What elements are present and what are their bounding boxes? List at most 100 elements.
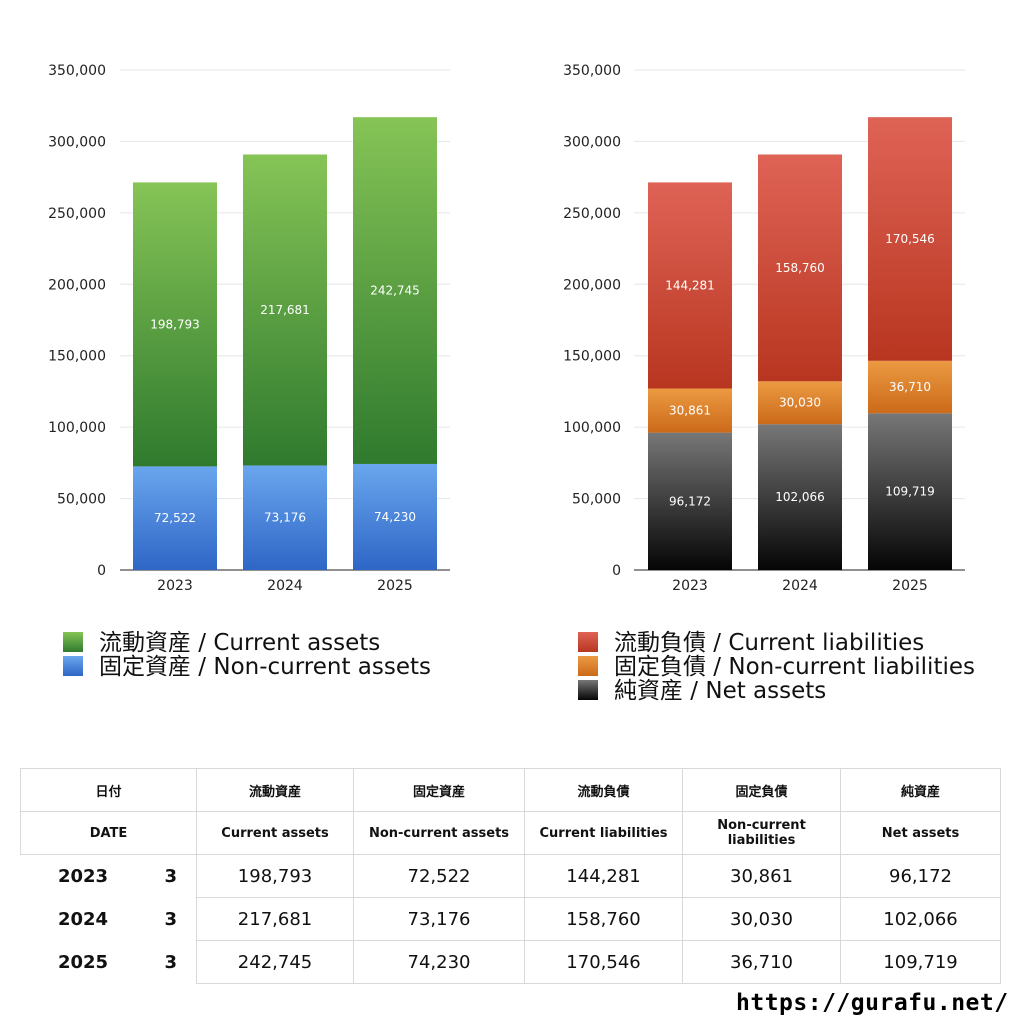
row-month: 3: [164, 951, 178, 973]
bar-segment: [243, 154, 327, 466]
bar-data-label: 36,710: [889, 380, 931, 394]
y-tick-label: 300,000: [48, 134, 106, 150]
y-tick-label: 300,000: [563, 134, 621, 150]
y-tick-label: 50,000: [57, 492, 106, 508]
header-noncurrent-liabilities-jp: 固定負債: [682, 768, 842, 812]
y-tick-label: 0: [97, 563, 106, 579]
y-tick-label: 250,000: [48, 206, 106, 222]
bar-segment: [353, 463, 437, 570]
legend-swatch: [578, 656, 598, 676]
y-tick-label: 200,000: [563, 277, 621, 293]
bar-data-label: 158,760: [775, 261, 825, 275]
liabilities-chart: 0 50,000 100,000 150,000 200,000 250,000 300,0…: [563, 63, 975, 704]
legend-label: 固定資産 / Non-current assets: [99, 654, 431, 680]
legend-swatch: [578, 632, 598, 652]
x-tick-label: 2025: [892, 578, 928, 594]
bar-segment: [868, 413, 952, 570]
cell-net-assets: 109,719: [840, 940, 1002, 984]
legend-swatch: [63, 632, 83, 652]
bar-data-label: 102,066: [775, 490, 825, 504]
header-current-assets-jp: 流動資産: [196, 768, 355, 812]
y-tick-label: 200,000: [48, 277, 106, 293]
x-tick-label: 2025: [377, 578, 413, 594]
y-tick-label: 0: [612, 563, 621, 579]
bar-segment: [758, 154, 842, 382]
row-month: 3: [164, 865, 178, 887]
bar-data-label: 30,861: [669, 404, 711, 418]
cell-net-assets: 96,172: [840, 854, 1002, 898]
y-tick-label: 100,000: [48, 420, 106, 436]
bar-segment: [758, 424, 842, 570]
cell-current-liabilities: 170,546: [524, 940, 684, 984]
bar-data-label: 74,230: [374, 510, 416, 524]
header-net-assets-jp: 純資産: [840, 768, 1002, 812]
table-header-row-en: DATE Current assets Non-current assets C…: [19, 811, 1002, 855]
bar-segment: [868, 117, 952, 361]
bar-segment: [243, 465, 327, 570]
bar-data-label: 144,281: [665, 278, 715, 292]
charts-canvas: 0 50,000 100,000 150,000 200,000 250,000 300,0…: [48, 63, 975, 704]
y-tick-label: 100,000: [563, 420, 621, 436]
header-noncurrent-assets-jp: 固定資産: [353, 768, 526, 812]
bar-segment: [758, 381, 842, 425]
cell-noncurrent-liabilities: 36,710: [682, 940, 842, 984]
x-tick-label: 2023: [672, 578, 708, 594]
bar-data-label: 217,681: [260, 303, 310, 317]
data-table: 日付 流動資産 固定資産 流動負債 固定負債 純資産 DATE Current …: [19, 768, 1002, 984]
x-tick-label: 2024: [267, 578, 303, 594]
header-current-liabilities-en: Current liabilities: [524, 811, 684, 855]
table-header-row-jp: 日付 流動資産 固定資産 流動負債 固定負債 純資産: [19, 768, 1002, 812]
bar-segment: [648, 388, 732, 433]
row-year: 2025: [57, 951, 109, 973]
bar-segment: [133, 182, 217, 467]
header-current-liabilities-jp: 流動負債: [524, 768, 684, 812]
cell-current-assets: 198,793: [196, 854, 355, 898]
legend-label: 純資産 / Net assets: [614, 678, 826, 704]
x-tick-label: 2023: [157, 578, 193, 594]
row-year: 2024: [57, 908, 109, 930]
y-tick-label: 250,000: [563, 206, 621, 222]
bar-data-label: 198,793: [150, 317, 200, 331]
bar-data-label: 96,172: [669, 494, 711, 508]
cell-noncurrent-liabilities: 30,030: [682, 897, 842, 941]
legend-label: 流動負債 / Current liabilities: [614, 630, 924, 656]
bar-data-label: 72,522: [154, 511, 196, 525]
assets-chart: 0 50,000 100,000 150,000 200,000 250,000 300,0…: [48, 63, 450, 680]
bar-data-label: 170,546: [885, 232, 935, 246]
bar-data-label: 73,176: [264, 511, 306, 525]
bar-data-label: 30,030: [779, 396, 821, 410]
header-net-assets-en: Net assets: [840, 811, 1002, 855]
cell-current-liabilities: 158,760: [524, 897, 684, 941]
cell-noncurrent-assets: 74,230: [353, 940, 526, 984]
cell-noncurrent-liabilities: 30,861: [682, 854, 842, 898]
x-tick-label: 2024: [782, 578, 818, 594]
cell-noncurrent-assets: 72,522: [353, 854, 526, 898]
bar-data-label: 109,719: [885, 485, 935, 499]
legend-swatch: [63, 656, 83, 676]
y-tick-label: 150,000: [48, 349, 106, 365]
legend-label: 固定負債 / Non-current liabilities: [614, 654, 975, 680]
header-noncurrent-assets-en: Non-current assets: [353, 811, 526, 855]
row-year: 2023: [57, 865, 109, 887]
header-current-assets-en: Current assets: [196, 811, 355, 855]
header-date-jp: 日付: [19, 768, 198, 812]
y-tick-label: 50,000: [572, 492, 621, 508]
table-row: 2024 3 217,681 73,176 158,760 30,030 102…: [21, 897, 1002, 941]
header-date-en: DATE: [19, 811, 198, 855]
cell-current-assets: 217,681: [196, 897, 355, 941]
bar-segment: [648, 182, 732, 389]
legend-swatch: [578, 680, 598, 700]
cell-current-assets: 242,745: [196, 940, 355, 984]
cell-noncurrent-assets: 73,176: [353, 897, 526, 941]
row-month: 3: [164, 908, 178, 930]
bar-data-label: 242,745: [370, 284, 420, 298]
bar-segment: [353, 117, 437, 464]
y-tick-label: 350,000: [48, 63, 106, 79]
y-tick-label: 350,000: [563, 63, 621, 79]
watermark-url: https://gurafu.net/: [736, 990, 1009, 1016]
cell-current-liabilities: 144,281: [524, 854, 684, 898]
bar-segment: [133, 466, 217, 570]
cell-net-assets: 102,066: [840, 897, 1002, 941]
header-noncurrent-liabilities-en: Non-current liabilities: [682, 811, 842, 855]
bar-segment: [648, 432, 732, 570]
